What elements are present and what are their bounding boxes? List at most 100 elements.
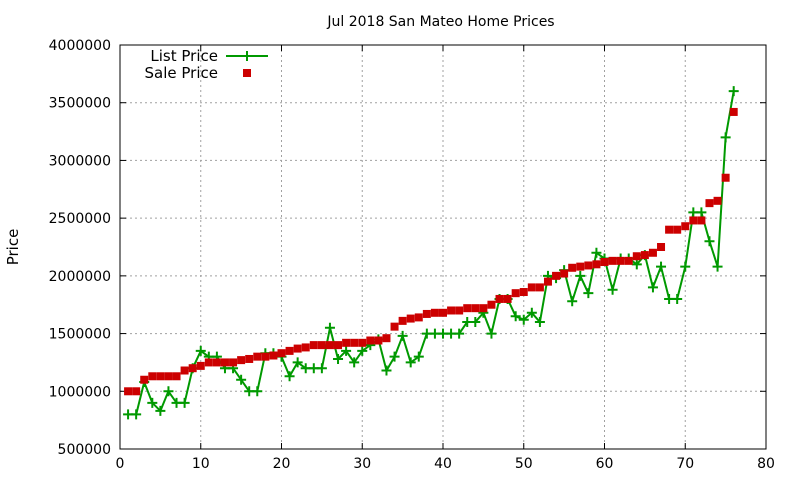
x-tick-label: 30 bbox=[353, 456, 371, 472]
sale-price-point bbox=[495, 294, 504, 303]
x-tick-label: 50 bbox=[515, 456, 533, 472]
list-price-point bbox=[656, 261, 667, 272]
list-price-point bbox=[526, 307, 537, 318]
sale-price-point bbox=[285, 346, 294, 355]
x-tick-label: 60 bbox=[596, 456, 614, 472]
sale-price-point bbox=[414, 313, 423, 322]
sale-price-point bbox=[535, 283, 544, 292]
sale-price-point bbox=[648, 248, 657, 257]
list-price-point bbox=[534, 317, 545, 328]
sale-price-point bbox=[277, 349, 286, 358]
sale-price-point bbox=[156, 372, 165, 381]
sale-price-point bbox=[455, 306, 464, 315]
sale-price-point bbox=[132, 387, 141, 396]
list-price-point bbox=[252, 386, 263, 397]
legend-label-sale-price: Sale Price bbox=[145, 64, 218, 82]
sale-price-point bbox=[503, 294, 512, 303]
list-price-point bbox=[381, 365, 392, 376]
sale-price-point bbox=[681, 222, 690, 231]
list-price-point bbox=[389, 351, 400, 362]
plot-series bbox=[123, 86, 739, 420]
list-price-point bbox=[704, 236, 715, 247]
sale-price-point bbox=[293, 344, 302, 353]
list-price-point bbox=[696, 207, 707, 218]
list-price-point bbox=[155, 405, 166, 416]
sale-price-point bbox=[463, 304, 472, 313]
list-price-point bbox=[341, 345, 352, 356]
x-tick-label: 40 bbox=[434, 456, 452, 472]
sale-price-point bbox=[673, 225, 682, 234]
sale-price-point bbox=[334, 341, 343, 350]
sale-price-point bbox=[366, 336, 375, 345]
sale-price-point bbox=[657, 243, 666, 251]
sale-price-point bbox=[261, 352, 270, 361]
sale-price-point bbox=[568, 263, 577, 272]
list-price-point bbox=[680, 261, 691, 272]
sale-price-point bbox=[519, 288, 528, 297]
list-price-point bbox=[567, 296, 578, 307]
list-price-point bbox=[349, 357, 360, 368]
sale-price-point bbox=[301, 343, 310, 352]
sale-price-point bbox=[245, 354, 254, 363]
sale-price-point bbox=[317, 341, 326, 350]
x-tick-label: 80 bbox=[757, 456, 775, 472]
sale-price-point bbox=[600, 258, 609, 267]
sale-price-point bbox=[665, 225, 674, 234]
sale-price-point bbox=[624, 256, 633, 265]
sale-price-point bbox=[511, 289, 520, 298]
sale-price-point bbox=[592, 260, 601, 269]
sale-price-point bbox=[374, 336, 383, 345]
sale-price-point bbox=[309, 341, 318, 350]
sale-price-point bbox=[439, 308, 447, 317]
sale-price-point bbox=[576, 262, 585, 271]
sale-price-point bbox=[390, 322, 399, 331]
grid-lines bbox=[120, 45, 766, 449]
list-price-point bbox=[163, 386, 174, 397]
sale-price-point bbox=[527, 283, 536, 292]
sale-price-point bbox=[172, 372, 181, 381]
x-tick-label: 0 bbox=[116, 456, 125, 472]
legend: List Price Sale Price bbox=[145, 47, 268, 82]
sale-price-point bbox=[124, 387, 133, 396]
sale-price-point bbox=[721, 173, 730, 182]
sale-price-point bbox=[342, 338, 351, 347]
list-price-point bbox=[607, 284, 618, 295]
legend-marker-sale-price bbox=[243, 69, 251, 77]
list-price-point bbox=[518, 314, 529, 325]
y-tick-label: 1500000 bbox=[49, 327, 111, 343]
sale-price-point bbox=[358, 338, 367, 347]
list-price-point bbox=[720, 132, 731, 143]
list-price-point bbox=[357, 345, 368, 356]
list-price-point bbox=[672, 293, 683, 304]
legend-label-list-price: List Price bbox=[150, 47, 218, 65]
x-tick-label: 10 bbox=[192, 456, 210, 472]
list-price-point bbox=[454, 328, 465, 339]
sale-price-point bbox=[640, 251, 649, 260]
x-tick-label: 20 bbox=[273, 456, 291, 472]
sale-price-point bbox=[196, 361, 205, 370]
sale-price-point bbox=[269, 351, 278, 360]
sale-price-point bbox=[220, 358, 229, 367]
sale-price-point bbox=[212, 358, 221, 367]
sale-price-point bbox=[608, 256, 617, 265]
list-price-point bbox=[179, 397, 190, 408]
list-price-point bbox=[647, 282, 658, 293]
sale-price-point bbox=[471, 304, 480, 313]
sale-price-point bbox=[204, 358, 213, 367]
sale-price-point bbox=[479, 304, 488, 313]
list-price-point bbox=[292, 357, 303, 368]
list-price-point bbox=[397, 330, 408, 341]
list-price-point bbox=[236, 374, 247, 385]
sale-price-point bbox=[487, 300, 496, 309]
sale-price-point bbox=[148, 372, 157, 381]
list-price-point bbox=[583, 288, 594, 299]
y-tick-label: 3000000 bbox=[49, 153, 111, 169]
sale-price-point bbox=[616, 256, 625, 265]
sale-price-point bbox=[350, 338, 359, 347]
sale-price-point bbox=[729, 107, 738, 116]
list-price-point bbox=[131, 409, 142, 420]
y-tick-label: 4000000 bbox=[49, 38, 111, 54]
y-tick-label: 2500000 bbox=[49, 211, 111, 227]
sale-price-point bbox=[140, 375, 149, 384]
